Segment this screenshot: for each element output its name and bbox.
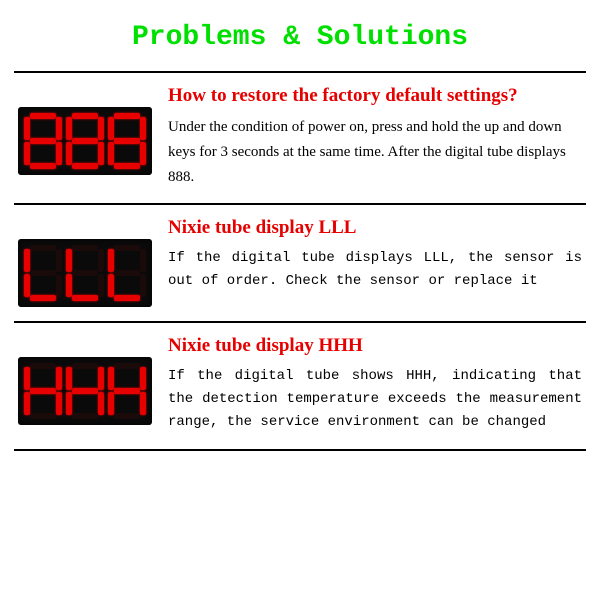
segment-c (98, 274, 104, 297)
segment-d (72, 163, 98, 169)
segment-g (72, 388, 98, 394)
segment-f (108, 117, 114, 140)
segment-d (114, 163, 140, 169)
faq-section-lll: Nixie tube display LLL If the digital tub… (0, 205, 600, 321)
segment-d (30, 163, 56, 169)
segment-g (114, 388, 140, 394)
segment-c (140, 274, 146, 297)
display-col (18, 85, 152, 175)
segment-g (114, 138, 140, 144)
segment-c (56, 392, 62, 415)
segment-a (72, 113, 98, 119)
segment-b (56, 367, 62, 390)
segment-a (114, 113, 140, 119)
segment-g (114, 270, 140, 276)
segment-a (72, 245, 98, 251)
text-col: Nixie tube display HHH If the digital tub… (168, 335, 582, 434)
seven-seg-digit (24, 245, 62, 301)
segment-a (72, 363, 98, 369)
segment-f (108, 249, 114, 272)
nixie-display (18, 357, 152, 425)
segment-c (98, 142, 104, 165)
segment-b (140, 367, 146, 390)
segment-c (140, 142, 146, 165)
segment-f (24, 117, 30, 140)
text-col: Nixie tube display LLL If the digital tub… (168, 217, 582, 293)
segment-e (66, 392, 72, 415)
segment-b (56, 249, 62, 272)
segment-d (72, 413, 98, 419)
seven-seg-digit (24, 113, 62, 169)
segment-b (98, 249, 104, 272)
seven-seg-digit (108, 245, 146, 301)
segment-b (98, 117, 104, 140)
segment-f (24, 249, 30, 272)
segment-c (56, 274, 62, 297)
segment-c (140, 392, 146, 415)
segment-d (114, 295, 140, 301)
text-col: How to restore the factory default setti… (168, 85, 582, 189)
segment-b (140, 117, 146, 140)
segment-b (56, 117, 62, 140)
segment-f (66, 117, 72, 140)
divider (14, 449, 586, 451)
segment-e (66, 142, 72, 165)
segment-b (98, 367, 104, 390)
segment-a (30, 113, 56, 119)
seven-seg-digit (66, 245, 104, 301)
segment-a (114, 363, 140, 369)
segment-f (108, 367, 114, 390)
segment-d (30, 295, 56, 301)
segment-e (24, 142, 30, 165)
faq-section-hhh: Nixie tube display HHH If the digital tub… (0, 323, 600, 448)
segment-c (56, 142, 62, 165)
section-body: If the digital tube shows HHH, indicatin… (168, 365, 582, 434)
section-body: If the digital tube displays LLL, the se… (168, 247, 582, 293)
seven-seg-digit (24, 363, 62, 419)
segment-a (114, 245, 140, 251)
segment-e (108, 142, 114, 165)
display-col (18, 217, 152, 307)
seven-seg-digit (66, 363, 104, 419)
segment-e (66, 274, 72, 297)
segment-b (140, 249, 146, 272)
seven-seg-digit (108, 113, 146, 169)
segment-e (108, 274, 114, 297)
segment-e (24, 274, 30, 297)
nixie-display (18, 239, 152, 307)
segment-d (30, 413, 56, 419)
segment-g (30, 270, 56, 276)
segment-d (72, 295, 98, 301)
segment-f (66, 367, 72, 390)
segment-a (30, 245, 56, 251)
segment-f (66, 249, 72, 272)
seven-seg-digit (108, 363, 146, 419)
segment-e (24, 392, 30, 415)
segment-c (98, 392, 104, 415)
segment-f (24, 367, 30, 390)
display-col (18, 335, 152, 425)
segment-e (108, 392, 114, 415)
section-heading: Nixie tube display HHH (168, 335, 582, 357)
segment-g (72, 138, 98, 144)
seven-seg-digit (66, 113, 104, 169)
faq-section-factory-reset: How to restore the factory default setti… (0, 73, 600, 203)
segment-g (30, 138, 56, 144)
section-body: Under the condition of power on, press a… (168, 115, 582, 189)
page-title: Problems & Solutions (0, 0, 600, 71)
section-heading: How to restore the factory default setti… (168, 85, 582, 107)
segment-g (72, 270, 98, 276)
segment-g (30, 388, 56, 394)
segment-a (30, 363, 56, 369)
nixie-display (18, 107, 152, 175)
section-heading: Nixie tube display LLL (168, 217, 582, 239)
segment-d (114, 413, 140, 419)
